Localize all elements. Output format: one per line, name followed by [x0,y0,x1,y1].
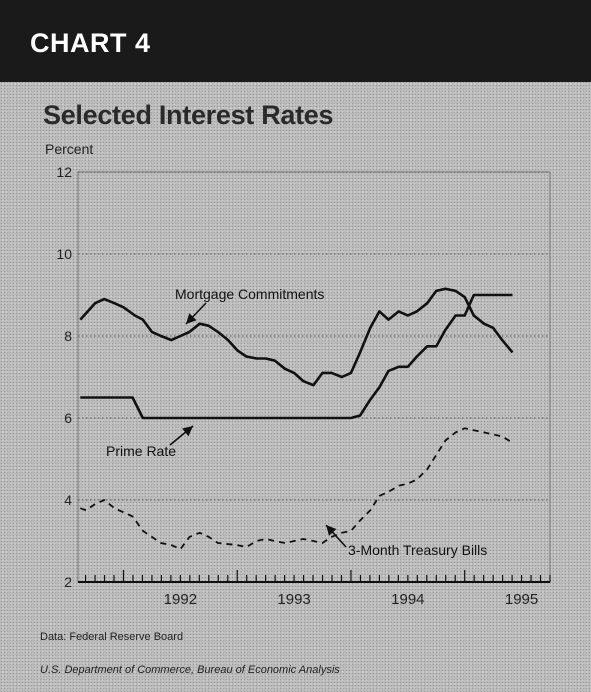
chart-number: CHART 4 [30,28,151,58]
x-tick-label: 1994 [391,591,424,608]
y-axis-label: Percent [45,141,94,157]
series-annotation-label: 3-Month Treasury Bills [348,542,487,558]
series-line-0 [79,287,514,387]
y-tick-label: 8 [64,328,72,344]
annotation-arrowhead [326,525,337,536]
series-annotation-label: Prime Rate [106,443,176,459]
series-line-1 [80,293,513,420]
x-tick-label: 1993 [277,591,310,608]
chart-title: Selected Interest Rates [43,100,334,130]
y-tick-label: 2 [64,574,72,590]
plot-area [77,171,551,583]
series-annotation-label: Mortgage Commitments [175,286,324,302]
agency-credit: U.S. Department of Commerce, Bureau of E… [40,664,340,676]
y-tick-label: 6 [64,410,72,426]
x-tick-label: 1995 [505,591,538,608]
annotation-arrowhead [182,426,193,437]
y-tick-label: 10 [56,246,72,262]
y-tick-label: 4 [64,492,72,508]
source-note: Data: Federal Reserve Board [40,631,184,643]
y-tick-label: 12 [56,164,72,180]
x-tick-label: 1992 [164,591,197,608]
annotation-arrowhead [186,313,197,324]
header-bar: CHART 4 [0,0,591,82]
series-line-2 [79,427,513,551]
